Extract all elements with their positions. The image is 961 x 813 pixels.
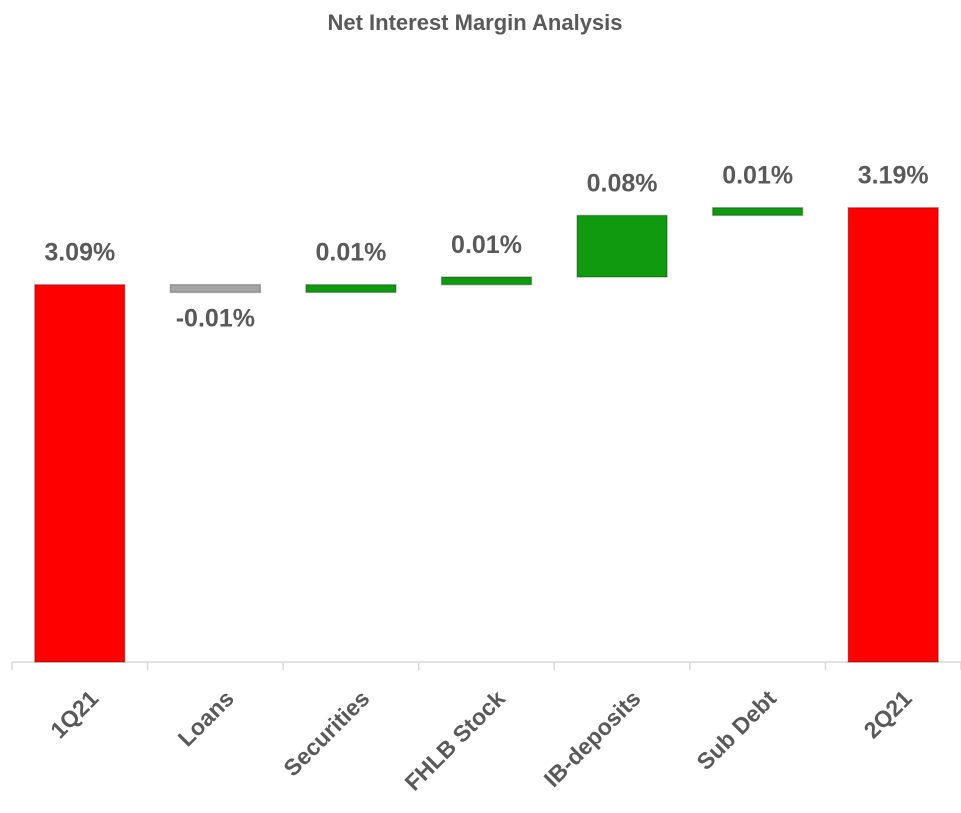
x-tick-label: 2Q21 xyxy=(859,685,917,743)
bar xyxy=(34,283,126,663)
x-tick-label: Sub Debt xyxy=(691,685,781,775)
value-label: 0.01% xyxy=(315,239,386,267)
bar xyxy=(711,206,804,217)
chart-title: Net Interest Margin Analysis xyxy=(327,10,622,35)
bar xyxy=(169,283,262,294)
x-tick-label: FHLB Stock xyxy=(399,685,510,796)
value-label: 3.19% xyxy=(858,162,929,190)
bar xyxy=(305,283,397,294)
value-label: 0.01% xyxy=(722,162,793,190)
bar xyxy=(440,276,533,286)
bar xyxy=(847,206,939,663)
value-label: 0.01% xyxy=(451,231,522,259)
value-label: 0.08% xyxy=(587,169,658,197)
x-tick-label: Loans xyxy=(173,685,239,751)
x-tick-label: Securities xyxy=(278,685,374,781)
value-label: 3.09% xyxy=(44,239,115,267)
x-tick-label: IB-deposits xyxy=(539,685,646,792)
bar xyxy=(576,214,668,278)
value-label: -0.01% xyxy=(176,304,255,332)
x-tick-label: 1Q21 xyxy=(45,685,103,743)
